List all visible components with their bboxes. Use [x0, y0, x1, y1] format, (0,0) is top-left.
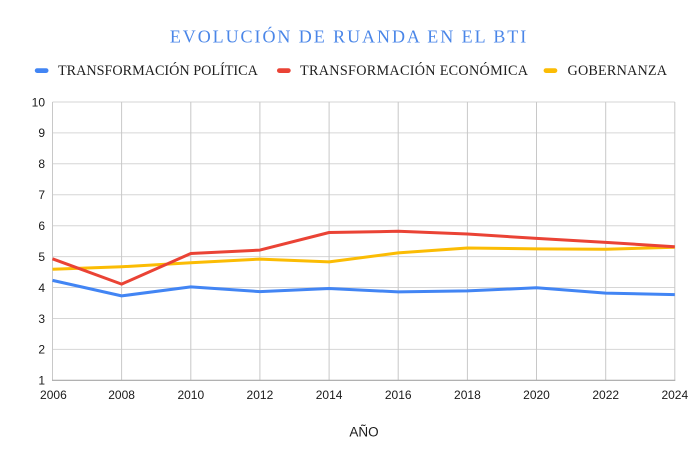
svg-text:2014: 2014: [316, 388, 343, 402]
svg-text:2022: 2022: [592, 388, 619, 402]
svg-text:10: 10: [32, 95, 46, 109]
svg-text:7: 7: [38, 188, 45, 202]
svg-text:1: 1: [38, 374, 45, 388]
svg-text:9: 9: [38, 126, 45, 140]
svg-text:8: 8: [38, 157, 45, 171]
svg-text:GOBERNANZA: GOBERNANZA: [568, 63, 668, 79]
svg-text:AÑO: AÑO: [349, 424, 378, 439]
svg-text:2020: 2020: [523, 388, 550, 402]
svg-text:5: 5: [38, 250, 45, 264]
svg-text:2010: 2010: [177, 388, 204, 402]
svg-text:3: 3: [38, 312, 45, 326]
svg-text:EVOLUCIÓN DE RUANDA EN EL BTI: EVOLUCIÓN DE RUANDA EN EL BTI: [170, 26, 528, 47]
svg-text:2006: 2006: [40, 388, 67, 402]
svg-text:2: 2: [38, 343, 45, 357]
svg-text:2012: 2012: [247, 388, 274, 402]
svg-text:TRANSFORMACIÓN ECONÓMICA: TRANSFORMACIÓN ECONÓMICA: [300, 62, 529, 79]
svg-text:TRANSFORMACIÓN POLÍTICA: TRANSFORMACIÓN POLÍTICA: [58, 62, 259, 79]
svg-text:2024: 2024: [661, 388, 688, 402]
svg-text:4: 4: [38, 281, 45, 295]
svg-text:2008: 2008: [108, 388, 135, 402]
svg-text:6: 6: [38, 219, 45, 233]
svg-text:2016: 2016: [385, 388, 412, 402]
svg-text:2018: 2018: [454, 388, 481, 402]
